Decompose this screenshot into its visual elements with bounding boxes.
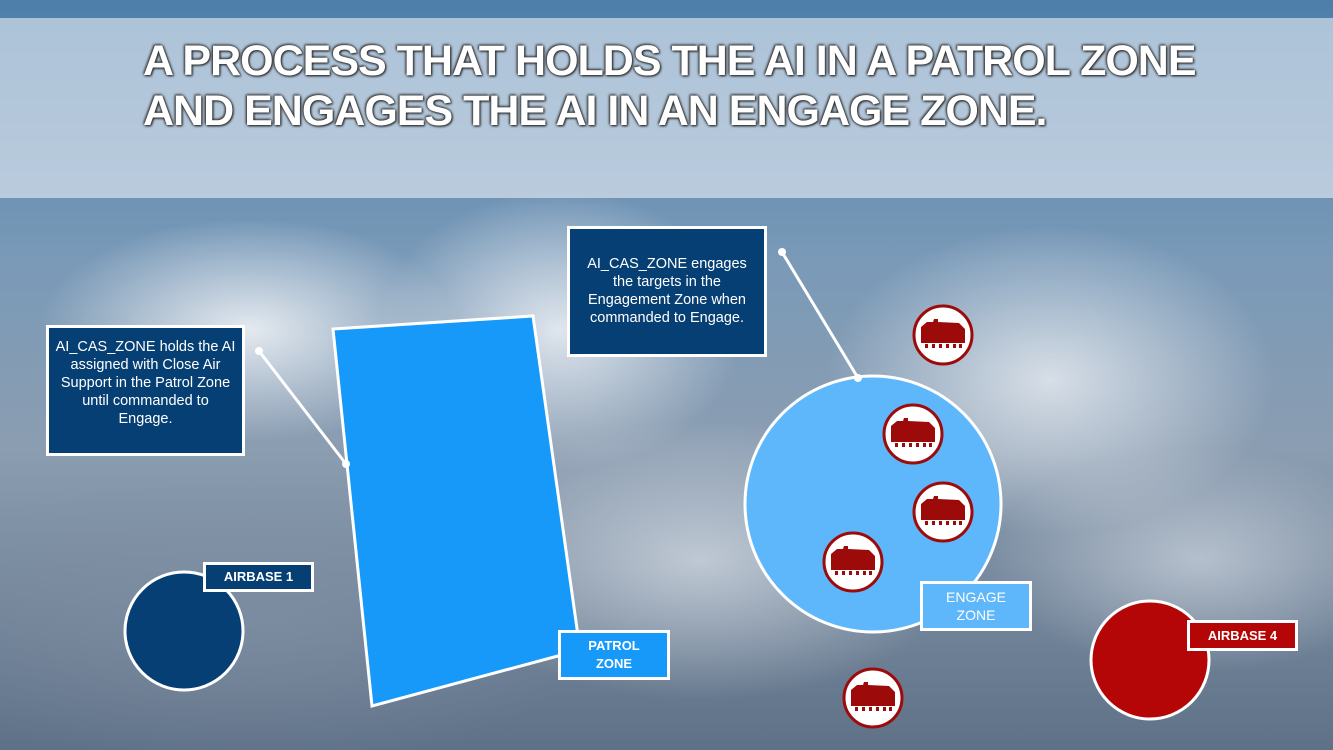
callout-dot: [342, 460, 350, 468]
callout-dot: [778, 248, 786, 256]
engage-callout-line: [780, 251, 860, 379]
tank-icon: [822, 531, 884, 593]
patrol-zone: [331, 314, 582, 708]
patrol-callout: AI_CAS_ZONE holds the AI assigned with C…: [46, 325, 245, 456]
callout-dot: [255, 347, 263, 355]
tank-icon: [842, 667, 904, 729]
slide-title: A PROCESS THAT HOLDS THE AI IN A PATROL …: [143, 37, 1197, 135]
engage-callout: AI_CAS_ZONE engages the targets in the E…: [567, 226, 767, 357]
airbase-1-label: AIRBASE 1: [203, 562, 314, 592]
callout-dot: [854, 374, 862, 382]
tank-icon: [882, 403, 944, 465]
patrol-zone-label: PATROL ZONE: [558, 630, 670, 680]
airbase-1: [123, 570, 245, 692]
title-band: [0, 18, 1333, 198]
airbase-4-label: AIRBASE 4: [1187, 620, 1298, 651]
tank-icon: [912, 304, 974, 366]
engage-zone-label: ENGAGE ZONE: [920, 581, 1032, 631]
airbase-4: [1089, 599, 1211, 721]
patrol-callout-line: [257, 350, 348, 465]
tank-icon: [912, 481, 974, 543]
